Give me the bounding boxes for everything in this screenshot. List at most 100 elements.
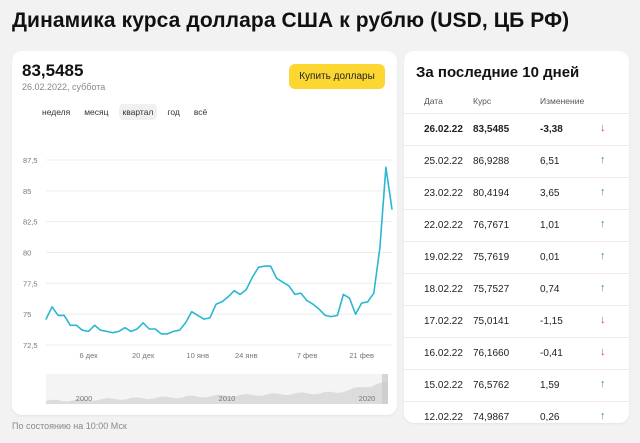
data-point (312, 303, 314, 305)
row-rate: 75,0141 (473, 316, 510, 327)
data-point (197, 314, 199, 316)
overview-tick-label: 2010 (219, 394, 236, 403)
data-point (263, 265, 266, 267)
y-tick-label: 77,5 (23, 279, 38, 288)
data-point (87, 330, 90, 333)
period-tab[interactable]: месяц (84, 107, 109, 117)
data-point (282, 281, 284, 283)
data-point (75, 324, 77, 326)
row-date: 16.02.22 (424, 348, 463, 359)
row-change: 1,01 (540, 220, 560, 231)
data-point (276, 277, 278, 279)
row-rate: 75,7619 (473, 252, 510, 263)
data-point (300, 292, 302, 294)
data-point (160, 333, 162, 335)
data-point (318, 308, 320, 310)
row-change: 0,01 (540, 252, 560, 263)
data-point (130, 330, 132, 333)
data-point (118, 330, 120, 333)
arrow-down-icon: ↓ (600, 314, 606, 326)
history-table-card: За последние 10 дней Дата Курс Изменение… (404, 51, 629, 423)
period-tab[interactable]: неделя (42, 107, 71, 117)
data-point (257, 266, 260, 268)
row-change: 0,26 (540, 412, 560, 423)
data-point (69, 324, 71, 326)
data-point (239, 293, 241, 296)
y-tick-label: 85 (23, 187, 31, 196)
data-point (367, 301, 369, 303)
arrow-up-icon: ↑ (600, 186, 606, 198)
buy-dollars-button[interactable]: Купить доллары (289, 64, 385, 89)
row-rate: 80,4194 (473, 188, 510, 199)
table-row: 16.02.22 76,1660 -0,41 ↓ (404, 337, 629, 369)
data-point (172, 330, 175, 333)
row-rate: 75,7527 (473, 284, 510, 295)
data-point (348, 297, 351, 299)
data-point (342, 293, 345, 296)
row-change: -1,15 (540, 316, 563, 327)
arrow-down-icon: ↓ (600, 346, 606, 358)
header-change: Изменение (540, 96, 585, 106)
table-row: 12.02.22 74,9867 0,26 ↑ (404, 401, 629, 433)
row-date: 25.02.22 (424, 156, 463, 167)
period-tab[interactable]: всё (193, 107, 208, 117)
data-point (324, 314, 326, 316)
data-point (154, 328, 156, 330)
row-date: 15.02.22 (424, 380, 463, 391)
data-point (106, 330, 108, 333)
data-point (178, 329, 181, 331)
arrow-up-icon: ↑ (600, 410, 606, 422)
data-point (373, 292, 375, 294)
row-rate: 74,9867 (473, 412, 510, 423)
row-rate: 83,5485 (473, 124, 510, 135)
data-point (209, 317, 211, 319)
table-row: 15.02.22 76,5762 1,59 ↑ (404, 369, 629, 401)
table-row: 19.02.22 75,7619 0,01 ↑ (404, 241, 629, 273)
rate-chart[interactable]: 87,5 85 82,5 80 77,5 75 72,5 6 дек 20 дек 10 янв 2… (12, 51, 397, 415)
row-date: 12.02.22 (424, 412, 463, 423)
row-rate: 86,9288 (473, 156, 510, 167)
y-tick-label: 82,5 (23, 218, 38, 227)
chart-card: 87,5 85 82,5 80 77,5 75 72,5 6 дек 20 дек 10 янв 2… (12, 51, 397, 415)
row-change: 3,65 (540, 188, 560, 199)
series-line (45, 166, 393, 335)
arrow-up-icon: ↑ (600, 154, 606, 166)
data-point (191, 311, 193, 313)
table-row: 18.02.22 75,7527 0,74 ↑ (404, 273, 629, 305)
table-row: 22.02.22 76,7671 1,01 ↑ (404, 209, 629, 241)
data-point (391, 208, 393, 210)
row-date: 26.02.22 (424, 124, 463, 135)
row-change: 1,59 (540, 380, 560, 391)
arrow-up-icon: ↑ (600, 250, 606, 262)
row-rate: 76,1660 (473, 348, 510, 359)
arrow-up-icon: ↑ (600, 282, 606, 294)
period-selector: неделя месяц квартал год всё (38, 104, 217, 120)
data-point (148, 328, 150, 330)
row-rate: 76,5762 (473, 380, 510, 391)
row-change: -0,41 (540, 348, 563, 359)
data-point (288, 285, 290, 287)
data-point (336, 314, 338, 316)
data-point (57, 314, 59, 316)
period-tab[interactable]: квартал (118, 104, 158, 120)
row-date: 22.02.22 (424, 220, 463, 231)
header-date: Дата (424, 96, 443, 106)
data-point (385, 166, 387, 168)
x-tick-label: 7 фев (297, 351, 318, 360)
row-change: 0,74 (540, 284, 560, 295)
period-tab[interactable]: год (167, 107, 180, 117)
overview-window (382, 374, 388, 404)
x-tick-label: 6 дек (79, 351, 98, 360)
data-point (112, 332, 114, 334)
row-rate: 76,7671 (473, 220, 510, 231)
header-rate: Курс (473, 96, 492, 106)
data-point (136, 328, 138, 330)
table-row: 25.02.22 86,9288 6,51 ↑ (404, 145, 629, 177)
data-point (251, 276, 253, 278)
data-point (166, 333, 169, 335)
row-date: 18.02.22 (424, 284, 463, 295)
data-point (294, 293, 296, 296)
data-point (354, 313, 357, 315)
row-date: 17.02.22 (424, 316, 463, 327)
current-rate: 83,5485 (22, 61, 84, 80)
